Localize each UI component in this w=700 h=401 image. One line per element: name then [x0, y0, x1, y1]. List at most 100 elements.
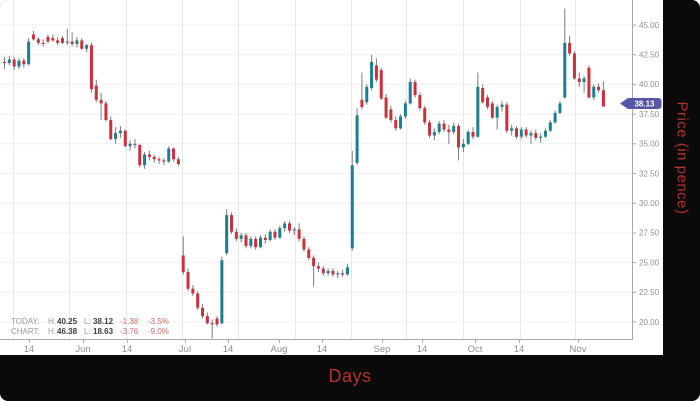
candle-body: [374, 65, 378, 80]
y-tick-label: 27.50: [639, 229, 660, 238]
candle-body: [307, 249, 311, 258]
candle-body: [336, 273, 340, 275]
candle-body: [133, 143, 137, 145]
candle-body: [36, 39, 40, 43]
candle-body: [326, 270, 330, 274]
candle-body: [316, 266, 320, 269]
candle-body: [389, 109, 393, 121]
candle-body: [413, 82, 417, 96]
candle-body: [495, 106, 499, 118]
candle-body: [297, 229, 301, 239]
candle-body: [370, 61, 374, 88]
candle-body: [41, 42, 45, 45]
candle-body: [341, 273, 345, 275]
candle-body: [118, 130, 122, 134]
stat-period-label: TODAY:: [11, 317, 40, 326]
candle-body: [529, 133, 533, 136]
candle-body: [17, 60, 21, 67]
candle-body: [418, 95, 422, 109]
candle-body: [312, 257, 316, 267]
candle-body: [268, 231, 272, 241]
y-tick-label: 40.00: [639, 80, 660, 89]
candle-body: [201, 307, 205, 317]
candle-body: [292, 229, 296, 231]
y-tick-label: 37.50: [639, 110, 660, 119]
candle-body: [442, 123, 446, 130]
candle-body: [12, 59, 16, 67]
candle-body: [104, 103, 108, 121]
x-tick-label: Aug: [271, 344, 288, 355]
candle-body: [558, 103, 562, 113]
candle-body: [249, 238, 253, 246]
candle-body: [331, 270, 335, 275]
candle-body: [514, 128, 518, 137]
candle-body: [89, 45, 93, 90]
candle-body: [186, 272, 190, 289]
candle-body: [123, 130, 127, 147]
candle-body: [365, 86, 369, 103]
candle-body: [384, 97, 388, 118]
candle-body: [287, 223, 291, 231]
candle-body: [543, 130, 547, 137]
candle-body: [31, 34, 35, 40]
candle-body: [355, 115, 359, 163]
x-tick-label: 14: [514, 344, 525, 355]
candle-body: [432, 131, 436, 136]
x-tick-label: Nov: [570, 344, 587, 355]
candle-body: [302, 238, 306, 250]
candle-body: [147, 154, 151, 157]
price-tag-flag-icon: [620, 98, 662, 109]
stats-overlay: TODAY: H:40.25 L: 38.12 -1.38 -3.5% CHART: H:4…: [11, 317, 176, 336]
y-tick-label: 45.00: [639, 21, 660, 30]
candle-body: [461, 143, 465, 148]
candle-body: [114, 133, 118, 140]
stat-high-value: 46.38: [57, 326, 78, 336]
y-tick-label: 35.00: [639, 140, 660, 149]
stat-low-value: 38.12: [93, 317, 114, 326]
candle-body: [345, 267, 349, 275]
candle-body: [553, 112, 557, 123]
candle-body: [27, 41, 31, 65]
stat-period-label: CHART:: [11, 326, 40, 336]
candle-body: [428, 122, 432, 136]
y-tick-label: 32.50: [639, 169, 660, 178]
candle-body: [172, 148, 176, 160]
candle-body: [225, 215, 229, 254]
candle-body: [56, 40, 60, 43]
candle-body: [476, 86, 480, 137]
candle-body: [568, 42, 572, 54]
stat-low-label: L:: [84, 326, 91, 336]
candle-body: [191, 288, 195, 294]
candle-body: [597, 86, 601, 91]
last-price-tag: 38.13: [620, 98, 662, 109]
y-tick-label: 30.00: [639, 199, 660, 208]
candle-body: [437, 123, 441, 132]
candle-body: [152, 156, 156, 160]
candle-body: [350, 165, 354, 249]
candle-body: [452, 125, 456, 132]
candle-body: [577, 78, 581, 83]
y-tick-label: 42.50: [639, 51, 660, 60]
x-axis-title: Days: [328, 366, 372, 386]
candle-body: [457, 125, 461, 148]
x-tick-label: 14: [24, 344, 35, 355]
candle-body: [70, 41, 74, 45]
candle-body: [205, 316, 209, 324]
candle-body: [254, 238, 258, 248]
stat-low-label: L:: [84, 317, 91, 326]
candle-body: [408, 82, 412, 104]
price-tag-value: 38.13: [634, 99, 655, 108]
stat-change-value: -3.76: [120, 326, 139, 336]
x-tick-label: Jul: [179, 344, 191, 355]
candle-body: [128, 143, 132, 147]
candle-body: [587, 67, 591, 98]
candle-body: [534, 133, 538, 138]
candle-body: [181, 255, 185, 273]
candlestick-plot: 45.00 42.50 40.00 37.50 35.00 32.50 30.00 27.50…: [0, 0, 660, 355]
x-tick-label: Jun: [75, 344, 90, 355]
y-tick-label: 25.00: [639, 258, 660, 267]
candle-body: [167, 148, 171, 162]
candle-body: [572, 53, 576, 79]
candle-body: [379, 70, 383, 99]
